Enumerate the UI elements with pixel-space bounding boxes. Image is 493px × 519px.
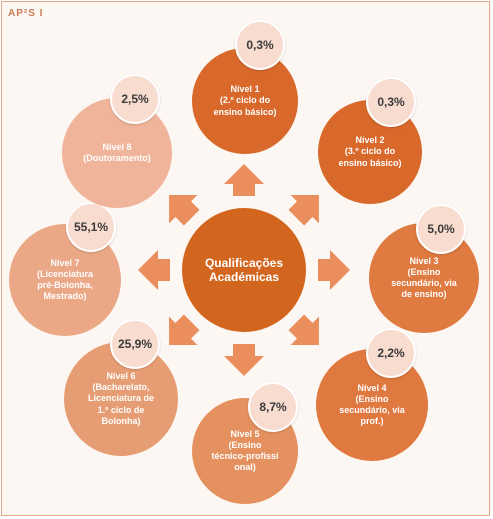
- level-label-3: Nível 3 (Ensino secundário, via de ensin…: [391, 255, 457, 300]
- arrow-6: [169, 314, 200, 345]
- percent-badge-3: 5,0%: [416, 204, 466, 254]
- percent-badge-4: 2,2%: [366, 328, 416, 378]
- level-label-4: Nível 4 (Ensino secundário, via prof.): [339, 382, 405, 427]
- center-circle: Qualificações Académicas: [182, 208, 306, 332]
- percent-badge-6: 25,9%: [110, 319, 160, 369]
- level-label-2: Nível 2 (3.º ciclo do ensino básico): [338, 135, 402, 168]
- level-label-8: Nível 8 (Doutoramento): [83, 141, 151, 163]
- arrow-5: [224, 344, 264, 376]
- level-label-5: Nível 5 (Ensino técnico-profissi onal): [211, 428, 279, 473]
- level-label-7: Nível 7 (Licenciatura pré-Bolonha, Mestr…: [36, 257, 94, 302]
- center-label: Qualificações Académicas: [204, 255, 284, 284]
- percent-badge-2: 0,3%: [366, 77, 416, 127]
- level-label-1: Nível 1 (2.º ciclo do ensino básico): [213, 84, 277, 117]
- logo: AP²S I: [8, 8, 44, 19]
- level-label-6: Nível 6 (Bacharelato, Licenciatura de 1.…: [87, 370, 155, 426]
- arrow-8: [169, 195, 200, 226]
- arrow-3: [318, 250, 350, 290]
- level-circle-1: Nível 1 (2.º ciclo do ensino básico): [192, 48, 298, 154]
- arrow-7: [138, 250, 170, 290]
- percent-badge-1: 0,3%: [235, 20, 285, 70]
- percent-badge-7: 55,1%: [66, 202, 116, 252]
- arrow-1: [224, 164, 264, 196]
- arrow-2: [288, 195, 319, 226]
- percent-badge-8: 2,5%: [110, 74, 160, 124]
- arrow-4: [288, 314, 319, 345]
- percent-badge-5: 8,7%: [248, 382, 298, 432]
